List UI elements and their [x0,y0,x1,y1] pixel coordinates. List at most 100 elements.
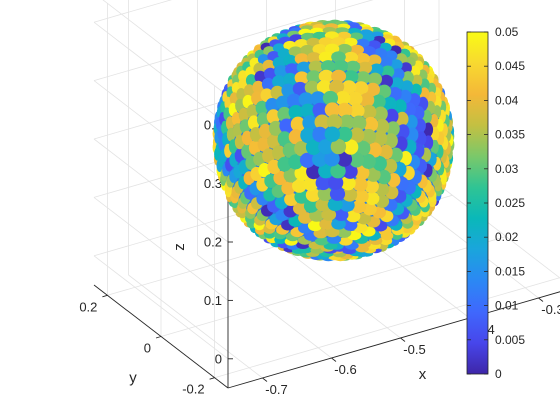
scatter-point [365,82,380,97]
y-axis-label: y [129,370,137,387]
scatter-point [281,83,296,98]
floor-pane [94,185,560,388]
scatter-point [294,165,310,181]
scatter-point [327,198,343,212]
scatter-point [335,91,351,106]
scatter-point [324,102,341,118]
scatter-point [296,61,312,74]
z-tick-label: 0.1 [204,293,222,308]
scatter-point [351,115,367,131]
scatter-point [294,141,309,157]
scatter-point [319,218,334,230]
scatter-point [361,153,376,169]
scatter-point [267,159,281,175]
scatter-point [294,71,309,85]
scatter-point [318,139,334,155]
scatter-point [378,144,393,160]
scatter-point [341,80,357,95]
tick-mark [538,297,544,302]
scatter-point [305,139,322,155]
scatter-point [369,63,384,76]
tick-mark [209,377,215,380]
scatter-point [306,70,322,84]
scatter-point [345,60,361,73]
scatter-point [324,126,340,142]
scatter-point [339,198,355,212]
tick-mark [400,337,406,342]
scatter-point [368,72,382,86]
scatter-point [283,72,298,87]
scatter-point [283,167,298,183]
scatter-point [325,227,340,238]
x-tick-label: -0.5 [403,342,425,357]
scatter-point [279,118,294,134]
x-axis-label: x [419,366,427,383]
scatter-point [405,114,418,130]
scatter-point [404,102,416,117]
scatter-point [285,63,300,76]
tick-mark [262,377,268,382]
scatter-point [384,133,398,149]
scatter-point [339,114,355,130]
scatter-point [321,208,337,221]
scatter-point [272,75,286,89]
scatter-point [351,200,367,214]
scatter-point [300,44,315,56]
colorbar-tick-label: 0.035 [495,128,525,142]
grid-line [93,21,229,126]
scatter-point [252,80,265,94]
scatter-point [288,105,304,120]
colorbar-tick-label: 0 [495,367,502,381]
scatter-point [273,170,288,186]
scatter-point [329,187,346,201]
tick-mark [331,357,337,362]
scatter-point [355,140,371,156]
tick-mark [155,336,162,339]
scatter-point [390,77,404,91]
scatter-point [377,84,392,99]
scatter-point [413,106,425,121]
colorbar-tick-label: 0.015 [495,264,525,278]
scatter-point [261,77,275,91]
scatter-point [338,237,353,246]
scatter-point [306,52,322,64]
scatter-point [355,71,371,85]
scatter-point [340,176,356,191]
colorbar-tick-label: 0.005 [495,333,525,347]
scatter-point [303,199,319,213]
z-tick-label: 0 [215,351,222,366]
scatter-point [281,181,296,196]
scatter-point [290,116,306,132]
scatter-point [303,176,319,192]
scatter-point [306,164,322,180]
scatter-point [317,187,333,202]
scatter-point [353,81,369,95]
scatter-point [255,100,268,116]
scatter-point [294,190,310,204]
scatter-point [411,74,423,88]
scatter-point [406,127,419,143]
z-axis-label: z [171,243,188,251]
scatter-point [343,51,359,64]
scatter-point [243,84,255,98]
scatter-point [277,156,292,172]
scatter-point [363,116,379,133]
scatter-point [390,59,403,71]
scatter-point [274,65,288,78]
scatter-point [391,68,405,81]
scatter-point [342,187,358,202]
colorbar: 0 0.005 0.01 0.015 0.02 0.025 0.03 0.035 0.04 0.0… [466,25,525,381]
scatter-point [257,136,271,152]
scatter-point [336,126,353,143]
scatter-point [308,60,324,73]
scatter-point [389,147,403,163]
scatter-point [324,43,340,54]
scatter-point [275,95,290,111]
scatter-point [345,210,361,223]
scatter-point [377,169,391,185]
scatter-point [343,219,358,231]
scatter-point [287,93,302,109]
scatter-points [212,19,455,262]
scatter-point [304,80,320,95]
scatter-point [373,106,388,122]
